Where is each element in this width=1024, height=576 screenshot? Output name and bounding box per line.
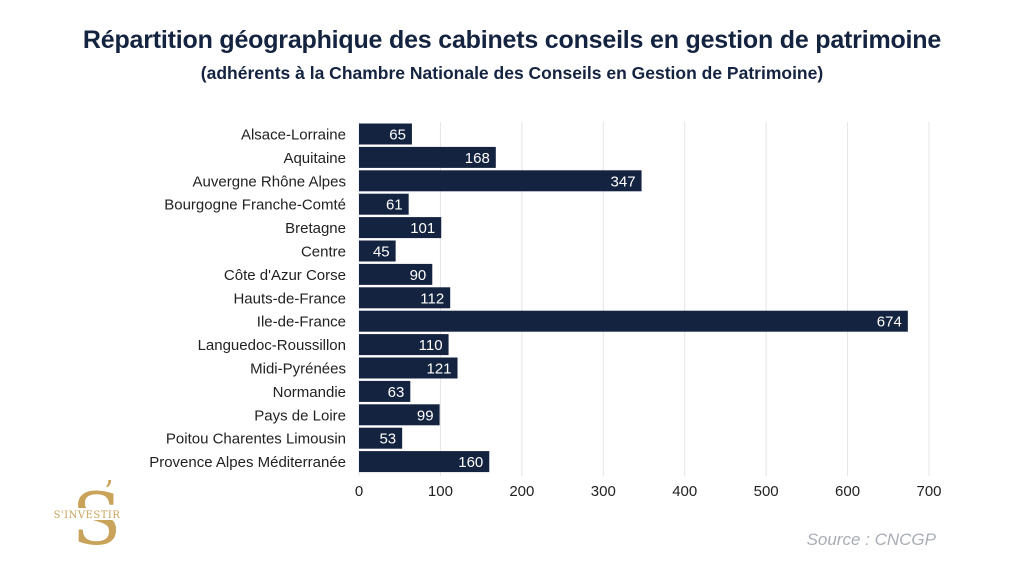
category-label: Côte d'Azur Corse xyxy=(224,267,346,284)
data-label: 53 xyxy=(379,431,396,448)
category-label: Hauts-de-France xyxy=(233,290,346,307)
category-label: Bourgogne Franche-Comté xyxy=(164,197,346,214)
logo-wordmark: S'INVESTIR xyxy=(54,510,121,521)
category-label: Languedoc-Roussillon xyxy=(198,337,346,354)
data-label: 121 xyxy=(426,361,451,378)
data-label: 110 xyxy=(419,337,443,354)
s-investir-logo-icon: S ’ S'INVESTIR xyxy=(54,478,122,558)
x-tick-label: 500 xyxy=(754,483,779,500)
category-label: Aquitaine xyxy=(283,150,346,167)
bar xyxy=(359,380,411,402)
category-label: Centre xyxy=(301,244,346,261)
category-label: Ile-de-France xyxy=(257,314,346,331)
data-label: 90 xyxy=(410,267,427,284)
bar xyxy=(359,451,490,473)
data-label: 112 xyxy=(420,290,444,307)
data-label: 674 xyxy=(877,314,902,331)
x-tick-label: 100 xyxy=(428,483,453,500)
data-label: 99 xyxy=(417,407,434,424)
bar xyxy=(359,193,409,215)
data-label: 65 xyxy=(389,127,406,144)
x-tick-label: 200 xyxy=(509,483,534,500)
x-tick-label: 0 xyxy=(355,483,363,500)
bar xyxy=(359,263,433,285)
category-label: Poitou Charentes Limousin xyxy=(166,431,346,448)
data-label: 61 xyxy=(386,197,403,214)
x-tick-label: 700 xyxy=(916,483,941,500)
category-label: Provence Alpes Méditerranée xyxy=(149,454,346,471)
category-label: Pays de Loire xyxy=(254,407,346,424)
data-label: 347 xyxy=(611,173,636,190)
data-label: 168 xyxy=(465,150,490,167)
bar xyxy=(359,310,908,332)
data-label: 101 xyxy=(410,220,435,237)
source-note: Source : CNCGP xyxy=(806,530,936,549)
bar xyxy=(359,217,442,239)
data-label: 160 xyxy=(458,454,483,471)
category-label: Midi-Pyrénées xyxy=(250,361,346,378)
chart-title: Répartition géographique des cabinets co… xyxy=(82,26,942,54)
bar xyxy=(359,357,458,379)
bar xyxy=(359,170,642,192)
data-label: 63 xyxy=(388,384,405,401)
bar xyxy=(359,123,412,145)
category-label: Normandie xyxy=(273,384,346,401)
bar xyxy=(359,287,451,309)
chart-subtitle: (adhérents à la Chambre Nationale des Co… xyxy=(200,63,824,83)
bar xyxy=(359,404,440,426)
logo-apostrophe: ’ xyxy=(104,478,114,510)
category-label: Auvergne Rhône Alpes xyxy=(193,173,346,190)
bar xyxy=(359,146,496,168)
bar xyxy=(359,334,449,356)
data-label: 45 xyxy=(373,244,390,261)
category-label: Alsace-Lorraine xyxy=(241,127,346,144)
category-label: Bretagne xyxy=(285,220,346,237)
bar xyxy=(359,427,403,449)
x-tick-label: 300 xyxy=(591,483,616,500)
x-tick-label: 600 xyxy=(835,483,860,500)
bar xyxy=(359,240,396,262)
x-tick-label: 400 xyxy=(672,483,697,500)
